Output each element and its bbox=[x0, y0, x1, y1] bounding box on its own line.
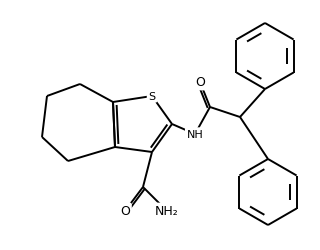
Text: O: O bbox=[120, 205, 130, 218]
Text: S: S bbox=[148, 92, 156, 102]
Text: NH₂: NH₂ bbox=[155, 205, 179, 218]
Text: NH: NH bbox=[187, 130, 204, 140]
Text: O: O bbox=[195, 76, 205, 89]
